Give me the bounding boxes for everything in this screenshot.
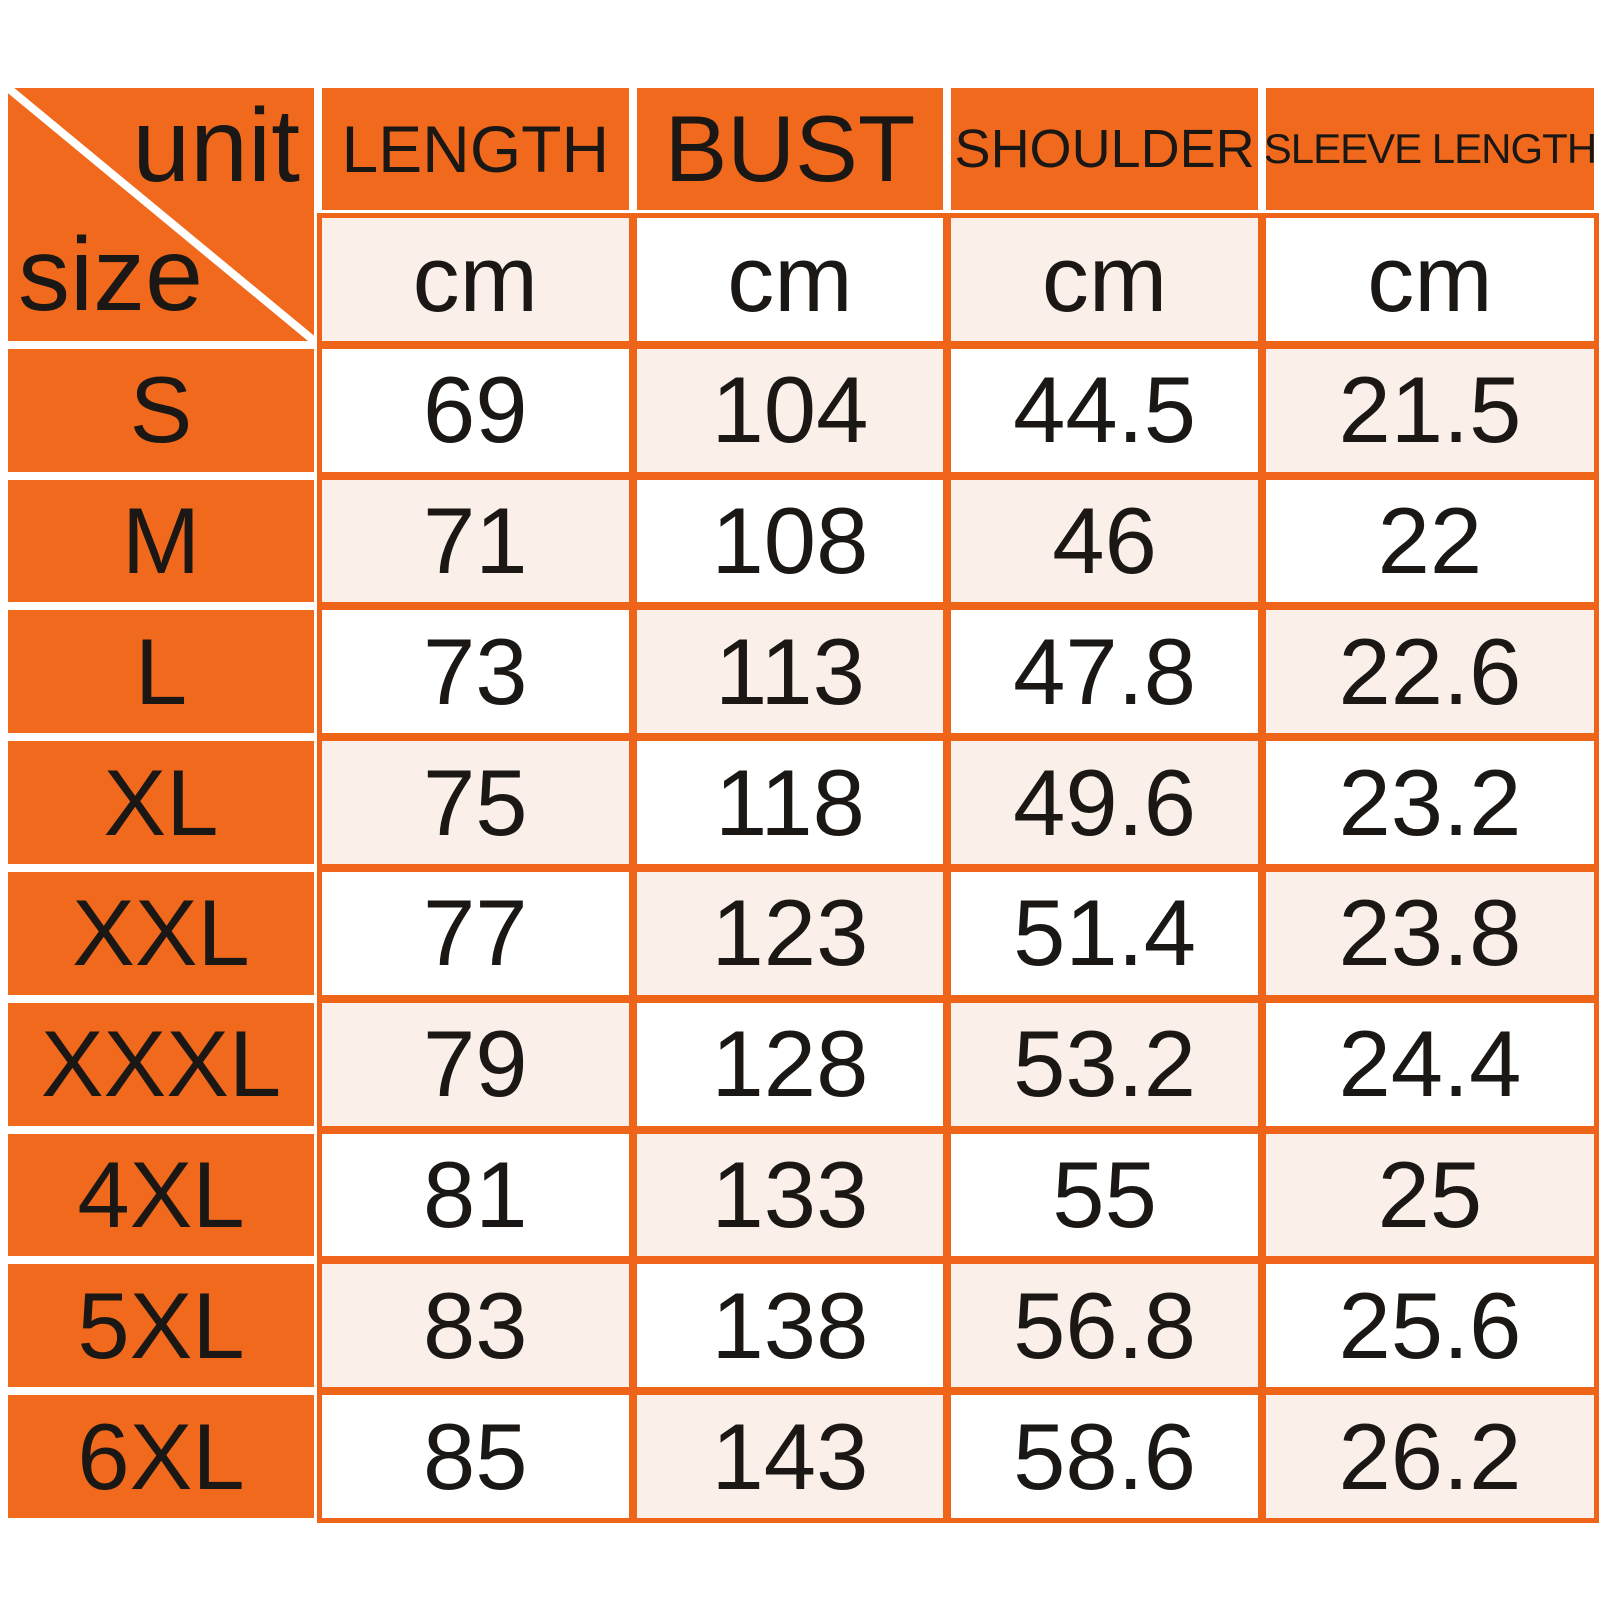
column-header-shoulder: SHOULDER: [951, 88, 1258, 210]
cell-xl-bust: 118: [636, 741, 944, 864]
cell-xxl-shoulder: 51.4: [951, 872, 1258, 995]
cell-s-bust: 104: [636, 348, 944, 472]
corner-cell: unit size: [8, 88, 314, 341]
cell-xl-length: 75: [322, 741, 629, 864]
unit-cell-length: cm: [322, 218, 629, 341]
row-label-4xl: 4XL: [8, 1133, 314, 1257]
cell-l-length: 73: [322, 610, 629, 734]
cell-l-bust: 113: [636, 610, 944, 734]
cell-xxl-length: 77: [322, 872, 629, 995]
cell-5xl-sleeve-length: 25.6: [1265, 1264, 1594, 1388]
row-label-s: S: [8, 348, 314, 472]
cell-m-shoulder: 46: [951, 479, 1258, 603]
cell-m-length: 71: [322, 479, 629, 603]
unit-cell-shoulder: cm: [951, 218, 1258, 341]
unit-cell-bust: cm: [636, 218, 944, 341]
cell-xxxl-shoulder: 53.2: [951, 1002, 1258, 1126]
cell-l-sleeve-length: 22.6: [1265, 610, 1594, 734]
cell-5xl-length: 83: [322, 1264, 629, 1388]
cell-6xl-shoulder: 58.6: [951, 1395, 1258, 1518]
row-label-m: M: [8, 479, 314, 603]
cell-xxl-bust: 123: [636, 872, 944, 995]
cell-6xl-length: 85: [322, 1395, 629, 1518]
row-label-xl: XL: [8, 741, 314, 864]
row-label-5xl: 5XL: [8, 1264, 314, 1388]
row-label-6xl: 6XL: [8, 1395, 314, 1518]
cell-xl-shoulder: 49.6: [951, 741, 1258, 864]
size-chart-table: unit size LENGTH BUST SHOULDER SLEEVE LENGT…: [8, 88, 1594, 1518]
cell-s-shoulder: 44.5: [951, 348, 1258, 472]
cell-4xl-bust: 133: [636, 1133, 944, 1257]
cell-5xl-bust: 138: [636, 1264, 944, 1388]
cell-xxxl-length: 79: [322, 1002, 629, 1126]
unit-cell-sleeve-length: cm: [1265, 218, 1594, 341]
column-header-length: LENGTH: [322, 88, 629, 210]
column-header-bust: BUST: [636, 88, 944, 210]
cell-4xl-length: 81: [322, 1133, 629, 1257]
cell-m-bust: 108: [636, 479, 944, 603]
cell-6xl-sleeve-length: 26.2: [1265, 1395, 1594, 1518]
cell-xxl-sleeve-length: 23.8: [1265, 872, 1594, 995]
cell-4xl-shoulder: 55: [951, 1133, 1258, 1257]
cell-s-length: 69: [322, 348, 629, 472]
row-label-xxl: XXL: [8, 872, 314, 995]
diagonal-divider-line: [8, 88, 314, 341]
cell-xl-sleeve-length: 23.2: [1265, 741, 1594, 864]
cell-xxxl-bust: 128: [636, 1002, 944, 1126]
cell-xxxl-sleeve-length: 24.4: [1265, 1002, 1594, 1126]
cell-s-sleeve-length: 21.5: [1265, 348, 1594, 472]
corner-unit-label: unit: [132, 88, 300, 204]
row-label-l: L: [8, 610, 314, 734]
cell-m-sleeve-length: 22: [1265, 479, 1594, 603]
cell-4xl-sleeve-length: 25: [1265, 1133, 1594, 1257]
cell-l-shoulder: 47.8: [951, 610, 1258, 734]
corner-size-label: size: [18, 216, 203, 333]
cell-5xl-shoulder: 56.8: [951, 1264, 1258, 1388]
column-header-sleeve-length: SLEEVE LENGTH: [1265, 88, 1594, 210]
row-label-xxxl: XXXL: [8, 1002, 314, 1126]
cell-6xl-bust: 143: [636, 1395, 944, 1518]
